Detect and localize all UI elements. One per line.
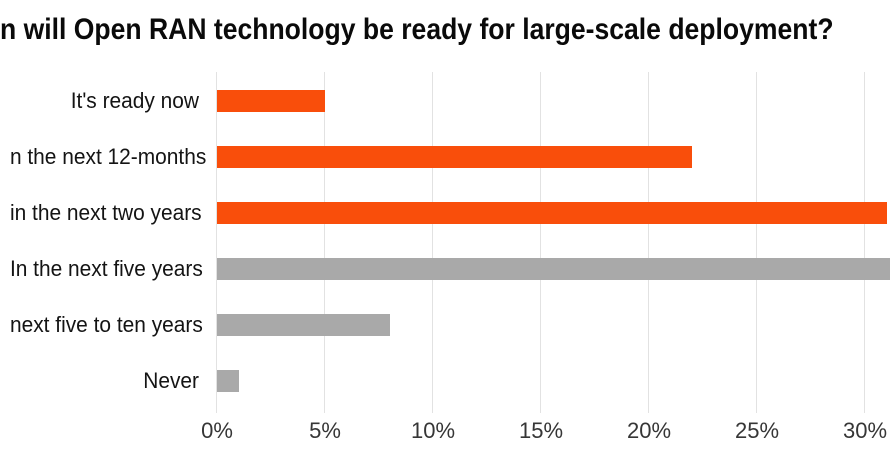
chart-title: n will Open RAN technology be ready for …: [0, 13, 834, 46]
gridline: [864, 72, 865, 413]
x-tick-label: 25%: [734, 418, 780, 443]
category-label: n the next 12-months: [9, 144, 207, 169]
category-label: It's ready now: [70, 88, 199, 113]
bar: [217, 202, 887, 224]
category-label: in the next two years: [9, 200, 202, 225]
bar: [217, 146, 692, 168]
bar: [217, 314, 390, 336]
gridline: [648, 72, 649, 413]
x-tick-label: 0%: [201, 418, 233, 443]
bar: [217, 258, 890, 280]
x-tick-label: 5%: [309, 418, 341, 443]
category-label: Never: [143, 368, 199, 393]
bar: [217, 370, 239, 392]
x-tick-label: 30%: [842, 418, 888, 443]
x-tick-label: 15%: [518, 418, 564, 443]
category-label: In the next five years: [9, 256, 203, 281]
gridline: [432, 72, 433, 413]
bar: [217, 90, 325, 112]
gridline: [540, 72, 541, 413]
gridline: [756, 72, 757, 413]
x-tick-label: 20%: [626, 418, 672, 443]
gridline: [324, 72, 325, 413]
category-label: next five to ten years: [9, 312, 203, 337]
gridline: [216, 72, 217, 413]
x-tick-label: 10%: [410, 418, 456, 443]
